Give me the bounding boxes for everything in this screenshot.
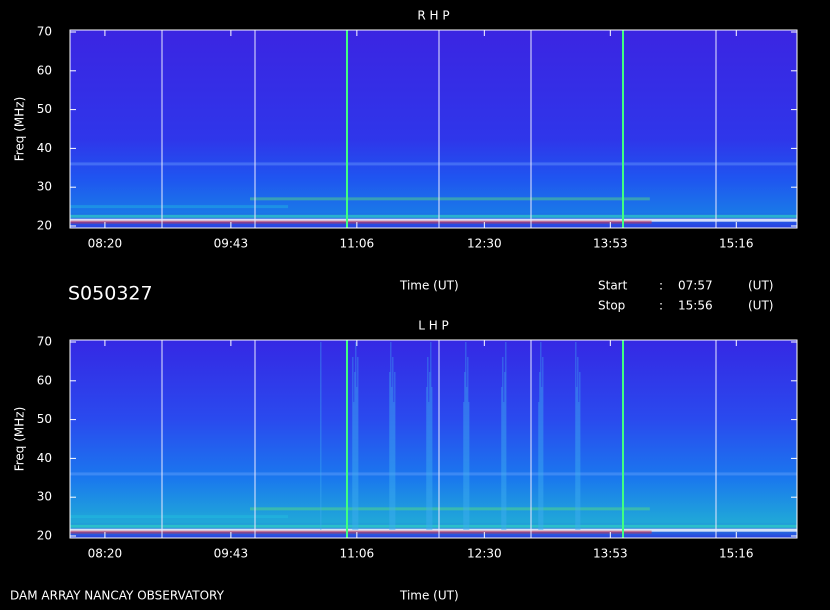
x-tick-label: 11:06	[340, 547, 375, 561]
burst	[392, 357, 394, 530]
burst	[465, 342, 467, 530]
unit: (UT)	[748, 279, 773, 293]
burst	[390, 342, 392, 530]
y-tick-label: 50	[37, 102, 52, 116]
stop-time: 15:56	[678, 299, 713, 313]
panel-title: R H P	[417, 9, 449, 23]
x-tick-label: 13:53	[593, 547, 628, 561]
burst	[505, 342, 507, 530]
y-tick-label: 60	[37, 63, 52, 77]
y-axis-label: Freq (MHz)	[13, 97, 27, 162]
x-tick-label: 08:20	[88, 237, 123, 251]
emission-band	[70, 524, 797, 528]
sep: :	[659, 279, 663, 293]
spectrum	[70, 30, 797, 228]
y-tick-label: 40	[37, 451, 52, 465]
burst	[428, 402, 430, 530]
x-tick-label: 12:30	[467, 237, 502, 251]
burst	[463, 402, 465, 530]
burst	[501, 387, 503, 530]
y-tick-label: 50	[37, 412, 52, 426]
y-tick-label: 70	[37, 335, 52, 349]
emission-band	[70, 530, 652, 534]
emission-band	[70, 214, 797, 218]
emission-band	[70, 472, 797, 476]
spectrum	[70, 340, 797, 538]
burst	[502, 357, 504, 530]
y-axis-label: Freq (MHz)	[13, 407, 27, 472]
burst	[540, 342, 542, 530]
file-id: S050327	[68, 283, 153, 305]
burst	[355, 342, 357, 530]
panel-title: L H P	[418, 319, 449, 333]
y-tick-label: 20	[37, 529, 52, 543]
footer: DAM ARRAY NANCAY OBSERVATORY	[10, 589, 225, 603]
y-tick-label: 20	[37, 219, 52, 233]
start-label: Start	[598, 279, 628, 293]
frame	[69, 29, 798, 229]
burst	[352, 357, 354, 530]
y-tick-label: 40	[37, 141, 52, 155]
x-tick-label: 09:43	[214, 237, 249, 251]
burst	[542, 357, 544, 530]
unit: (UT)	[748, 299, 773, 313]
burst	[503, 402, 505, 530]
x-tick-label: 15:16	[719, 237, 754, 251]
burst	[356, 387, 358, 530]
x-tick-label: 08:20	[88, 547, 123, 561]
x-tick-label: 13:53	[593, 237, 628, 251]
emission-band	[70, 162, 797, 166]
sep: :	[659, 299, 663, 313]
burst	[429, 372, 431, 530]
burst	[466, 387, 468, 530]
y-tick-label: 70	[37, 25, 52, 39]
y-tick-label: 30	[37, 490, 52, 504]
x-tick-label: 11:06	[340, 237, 375, 251]
y-tick-label: 30	[37, 180, 52, 194]
burst	[353, 402, 355, 530]
burst	[577, 357, 579, 530]
burst	[579, 372, 581, 530]
emission-band	[250, 197, 650, 201]
burst	[578, 402, 580, 530]
burst	[504, 372, 506, 530]
burst	[391, 387, 393, 530]
burst	[354, 372, 356, 530]
burst	[467, 357, 469, 530]
x-tick-label: 12:30	[467, 547, 502, 561]
burst	[430, 342, 432, 530]
frame	[69, 339, 798, 539]
burst	[468, 402, 470, 530]
burst	[394, 372, 396, 530]
burst	[576, 387, 578, 530]
emission-band	[70, 220, 652, 224]
burst	[389, 372, 391, 530]
emission-band	[70, 515, 289, 519]
emission-band	[70, 205, 289, 209]
time-label: Time (UT)	[399, 279, 459, 293]
burst	[393, 402, 395, 530]
burst	[431, 387, 433, 530]
emission-band	[250, 507, 650, 511]
burst	[464, 372, 466, 530]
x-tick-label: 15:16	[719, 547, 754, 561]
burst	[357, 357, 359, 530]
x-tick-label: 09:43	[214, 547, 249, 561]
emission-band	[70, 528, 797, 532]
burst	[426, 387, 428, 530]
burst	[539, 372, 541, 530]
emission-band	[70, 218, 797, 222]
start-time: 07:57	[678, 279, 713, 293]
burst	[427, 357, 429, 530]
burst	[320, 342, 322, 530]
stop-label: Stop	[598, 299, 625, 313]
burst	[575, 342, 577, 530]
burst	[538, 402, 540, 530]
x-axis-label: Time (UT)	[399, 589, 459, 603]
burst	[541, 387, 543, 530]
y-tick-label: 60	[37, 373, 52, 387]
